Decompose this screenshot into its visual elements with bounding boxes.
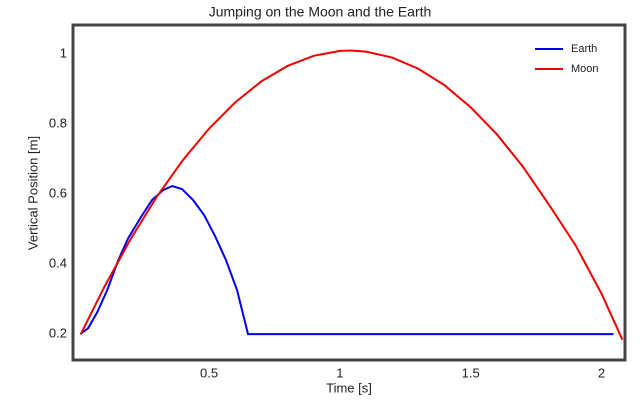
line-series: [79, 184, 614, 336]
y-tick-label: 0.8: [49, 116, 67, 131]
y-tick-label: 0.2: [49, 326, 67, 341]
chart-title: Jumping on the Moon and the Earth: [209, 4, 432, 20]
legend-label: Earth: [571, 43, 597, 55]
x-tick-label: 2: [598, 365, 605, 380]
x-axis-label: Time [s]: [326, 380, 372, 395]
x-tick-label: 1: [336, 365, 343, 380]
y-tick-label: 0.6: [49, 186, 67, 201]
x-tick-label: 0.5: [200, 365, 218, 380]
plot-frame: [71, 23, 627, 362]
y-axis-label: Vertical Position [m]: [25, 136, 40, 250]
legend-label: Moon: [571, 63, 599, 75]
line-series: [79, 49, 624, 341]
y-tick-label: 1: [60, 45, 67, 60]
y-tick-label: 0.4: [49, 256, 67, 271]
x-tick-label: 1.5: [462, 365, 480, 380]
